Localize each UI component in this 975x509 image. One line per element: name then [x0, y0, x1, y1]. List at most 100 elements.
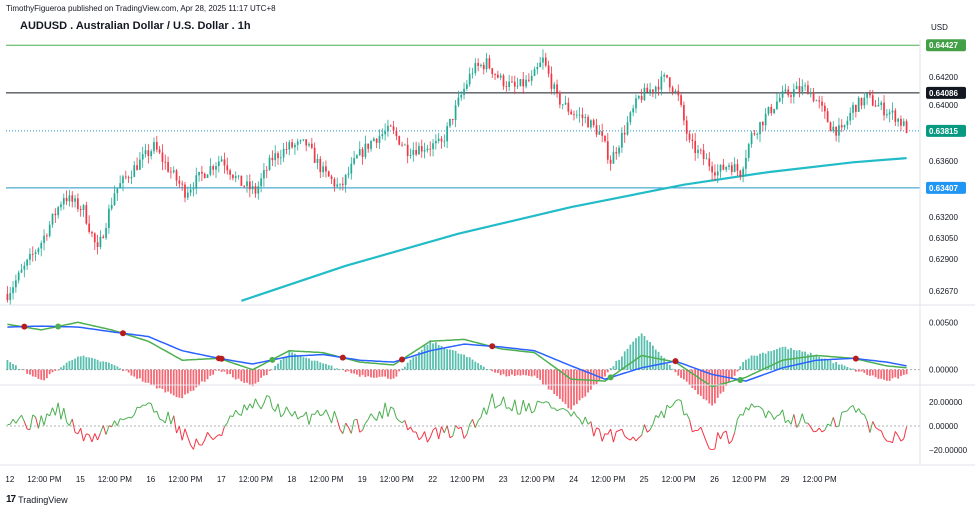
macd-histogram-bar — [99, 361, 102, 370]
osc-segment — [757, 405, 761, 408]
candle-body — [584, 117, 587, 119]
osc-segment — [669, 405, 673, 409]
osc-segment — [74, 431, 79, 435]
candle-body — [406, 144, 409, 156]
macd-histogram-bar — [491, 369, 494, 372]
macd-histogram-bar — [736, 369, 739, 372]
osc-segment — [283, 406, 287, 415]
candle-body — [863, 97, 866, 106]
osc-segment — [317, 410, 321, 417]
macd-histogram-bar — [316, 360, 319, 370]
osc-segment — [159, 418, 163, 421]
candle-body — [750, 133, 753, 145]
macd-cross-dot — [489, 343, 496, 350]
macd-histogram-bar — [894, 369, 897, 378]
macd-histogram-bar — [536, 369, 539, 378]
candle-body — [733, 164, 736, 172]
candle-body — [705, 158, 708, 160]
candle-body — [127, 177, 130, 179]
osc-segment — [99, 425, 104, 434]
osc-segment — [97, 432, 101, 441]
macd-tick-label: 0.00000 — [929, 366, 958, 375]
price-badge-label: 0.63815 — [929, 127, 958, 136]
osc-segment — [841, 411, 845, 413]
macd-histogram-bar — [674, 369, 677, 373]
candle-body — [375, 138, 378, 143]
osc-segment — [52, 407, 56, 416]
macd-histogram-bar — [308, 358, 310, 370]
chart-canvas[interactable]: 0.64200 0.64000 0.63600 0.63200 0.63050 0.629… — [0, 0, 975, 490]
candle-body — [900, 118, 902, 126]
macd-histogram-bar — [694, 369, 697, 391]
osc-segment — [641, 424, 645, 436]
candle-body — [440, 138, 443, 142]
candle-body — [471, 73, 474, 74]
osc-segment — [367, 413, 372, 420]
macd-histogram-bar — [263, 369, 265, 376]
macd-histogram-bar — [361, 369, 364, 376]
macd-histogram-bar — [595, 369, 598, 385]
macd-line — [7, 321, 907, 388]
tradingview-brand[interactable]: 17 TradingView — [6, 494, 68, 505]
macd-histogram-bar — [105, 361, 107, 370]
candle-body — [93, 233, 96, 243]
candle-body — [587, 117, 589, 128]
osc-segment — [835, 425, 840, 428]
macd-histogram-bar — [375, 369, 378, 378]
osc-segment — [252, 398, 256, 409]
candle-body — [302, 139, 305, 141]
osc-segment — [322, 409, 327, 415]
macd-histogram-bar — [544, 369, 547, 385]
osc-segment — [176, 426, 180, 434]
osc-segment — [528, 403, 533, 414]
osc-segment — [387, 406, 392, 417]
osc-segment — [545, 401, 549, 403]
osc-segment — [686, 413, 691, 421]
candle-body — [381, 134, 384, 137]
osc-segment — [291, 410, 296, 417]
macd-histogram-bar — [649, 341, 651, 370]
macd-histogram-bar — [274, 365, 277, 370]
macd-histogram-bar — [217, 369, 220, 371]
candle-body — [15, 280, 17, 288]
osc-segment — [480, 407, 485, 418]
macd-histogram-bar — [454, 350, 457, 370]
osc-segment — [576, 416, 580, 420]
candle-body — [271, 157, 274, 161]
candle-body — [215, 166, 217, 170]
macd-histogram-bar — [45, 369, 48, 379]
macd-histogram-bar — [138, 369, 141, 379]
macd-histogram-bar — [347, 369, 350, 372]
macd-histogram-bar — [133, 369, 136, 377]
osc-segment — [824, 423, 829, 431]
osc-segment — [15, 418, 20, 424]
candle-body — [902, 121, 905, 126]
macd-histogram-bar — [637, 336, 640, 370]
osc-segment — [173, 415, 178, 434]
macd-histogram-bar — [268, 369, 271, 371]
osc-segment — [748, 403, 753, 411]
candle-body — [398, 136, 401, 145]
osc-segment — [274, 403, 279, 412]
osc-segment — [209, 436, 214, 441]
osc-segment — [410, 426, 414, 433]
candle-body — [361, 149, 364, 157]
osc-segment — [751, 403, 755, 408]
osc-segment — [497, 404, 501, 407]
macd-histogram-bar — [370, 369, 372, 378]
macd-histogram-bar — [167, 369, 169, 392]
candle-body — [511, 81, 513, 83]
macd-histogram-bar — [778, 347, 781, 370]
candle-body — [736, 164, 739, 171]
macd-histogram-bar — [294, 353, 296, 370]
osc-segment — [404, 420, 409, 431]
osc-segment — [153, 410, 157, 413]
currency-label[interactable]: USD — [931, 23, 948, 32]
macd-cross-dot — [672, 358, 679, 365]
macd-histogram-bar — [127, 369, 130, 373]
candle-body — [356, 155, 358, 159]
tradingview-logo-icon: 17 — [6, 494, 16, 505]
candle-body — [65, 197, 68, 202]
macd-histogram-bar — [432, 343, 434, 370]
macd-cross-dot — [339, 354, 346, 361]
